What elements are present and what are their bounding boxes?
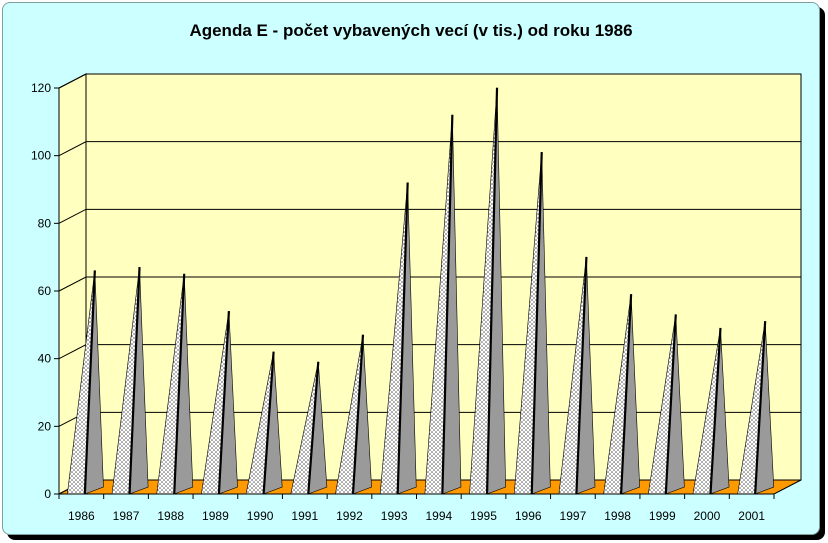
x-tick-label: 1994 bbox=[425, 509, 452, 523]
bar bbox=[513, 152, 551, 495]
x-tick-label: 2001 bbox=[738, 509, 765, 523]
bar-ridge bbox=[485, 87, 499, 495]
bar-ridge bbox=[441, 114, 454, 495]
y-tick-label: 20 bbox=[38, 419, 52, 433]
gridline bbox=[58, 276, 801, 292]
x-tick-label: 1992 bbox=[336, 509, 363, 523]
bar bbox=[335, 334, 372, 495]
x-tick-label: 1993 bbox=[381, 509, 408, 523]
bar-ridge bbox=[173, 273, 186, 495]
bar-ridge bbox=[351, 334, 365, 495]
y-tick-label: 120 bbox=[31, 81, 51, 95]
bar bbox=[647, 314, 685, 495]
y-tick-label: 0 bbox=[44, 487, 51, 501]
bar-ridge bbox=[530, 152, 543, 495]
bar-ridge bbox=[619, 294, 633, 495]
bar-ridge bbox=[575, 256, 588, 495]
x-tick-label: 1990 bbox=[247, 509, 274, 523]
bar bbox=[290, 361, 328, 495]
bar-ridge bbox=[664, 314, 677, 495]
x-tick-label: 1989 bbox=[202, 509, 229, 523]
bar bbox=[424, 114, 462, 495]
bar bbox=[603, 294, 641, 495]
bar-ridge bbox=[128, 267, 141, 495]
bar-ridge bbox=[754, 321, 767, 495]
x-tick-label: 1997 bbox=[560, 509, 587, 523]
gridline bbox=[58, 141, 801, 157]
bar-ridge bbox=[396, 182, 409, 495]
chart-plot: 0 20 40 60 80 100 120 1986 1987 1988 1989 1990 1991 1… bbox=[31, 73, 802, 523]
bar bbox=[737, 321, 775, 495]
x-tick-label: 1986 bbox=[68, 509, 95, 523]
bar-ridge bbox=[217, 311, 231, 495]
bar bbox=[156, 273, 194, 495]
bar-ridge bbox=[262, 351, 275, 495]
gridline bbox=[58, 208, 801, 224]
y-tick-label: 60 bbox=[38, 284, 52, 298]
bar-ridge bbox=[709, 327, 722, 495]
y-tick-label: 40 bbox=[38, 352, 52, 366]
chart-area: Agenda E - počet vybavených vecí (v tis.… bbox=[2, 2, 820, 535]
bar-ridge bbox=[83, 270, 96, 495]
y-tick-label: 100 bbox=[31, 149, 51, 163]
x-tick-label: 1987 bbox=[113, 509, 140, 523]
x-tick-label: 1988 bbox=[157, 509, 184, 523]
bar bbox=[245, 351, 283, 495]
x-tick-label: 2000 bbox=[694, 509, 721, 523]
bar-ridge bbox=[307, 361, 320, 495]
bar bbox=[67, 270, 104, 495]
x-tick-label: 1995 bbox=[470, 509, 497, 523]
chart-title: Agenda E - počet vybavených vecí (v tis.… bbox=[189, 21, 633, 40]
bar bbox=[558, 256, 596, 495]
x-tick-label: 1996 bbox=[515, 509, 542, 523]
x-tick-label: 1991 bbox=[291, 509, 318, 523]
x-tick-label: 1998 bbox=[604, 509, 631, 523]
gridline bbox=[58, 73, 801, 89]
y-tick-label: 80 bbox=[38, 216, 52, 230]
x-tick-label: 1999 bbox=[649, 509, 676, 523]
bar bbox=[201, 311, 238, 495]
